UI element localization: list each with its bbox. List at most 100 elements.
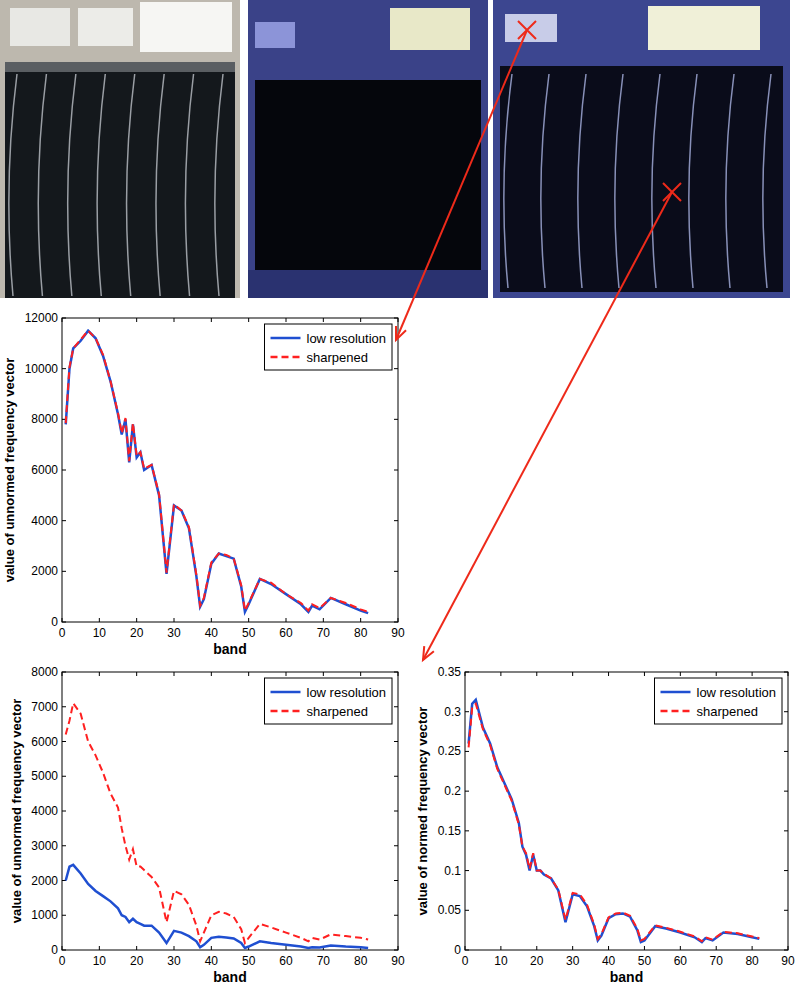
- y-tick: [62, 368, 66, 369]
- legend: low resolutionsharpened: [655, 678, 783, 724]
- y-tick-label: 1000: [31, 908, 58, 922]
- x-axis-title: band: [213, 969, 246, 985]
- y-tick: [394, 776, 398, 777]
- y-tick: [465, 751, 469, 752]
- x-tick: [398, 672, 399, 676]
- photo-low-resolution: [248, 0, 488, 298]
- y-tick: [394, 811, 398, 812]
- x-tick: [99, 318, 100, 322]
- y-tick-label: 8000: [31, 412, 58, 426]
- x-tick: [99, 672, 100, 676]
- x-tick: [500, 946, 501, 950]
- y-tick: [465, 870, 469, 871]
- y-tick: [62, 811, 66, 812]
- y-tick: [394, 368, 398, 369]
- x-tick: [136, 946, 137, 950]
- x-tick-label: 60: [279, 626, 293, 640]
- series-line: [66, 331, 368, 613]
- x-tick-label: 20: [130, 954, 144, 968]
- plot-frame: [62, 672, 398, 950]
- arrow-head: [423, 646, 434, 660]
- x-tick-label: 20: [130, 626, 144, 640]
- x-tick-label: 80: [745, 954, 759, 968]
- roof-rib: [97, 74, 105, 296]
- y-tick: [62, 520, 66, 521]
- y-axis-title: value of unnormed frequency vector: [2, 358, 17, 583]
- legend-swatch: [271, 356, 301, 359]
- photo-sharpened: [493, 0, 790, 298]
- y-tick: [465, 672, 469, 673]
- x-tick-label: 30: [167, 626, 181, 640]
- x-tick-label: 90: [391, 954, 405, 968]
- y-tick: [784, 910, 788, 911]
- y-tick: [784, 711, 788, 712]
- x-tick-label: 90: [391, 626, 405, 640]
- y-tick-label: 8000: [31, 665, 58, 679]
- legend-label: sharpened: [307, 704, 368, 719]
- arrow: [423, 192, 672, 660]
- x-tick: [286, 618, 287, 622]
- legend-box: [265, 324, 393, 370]
- x-tick: [398, 946, 399, 950]
- plot-frame: [62, 318, 398, 622]
- y-tick: [784, 950, 788, 951]
- y-tick-label: 0.25: [438, 744, 462, 758]
- y-tick: [62, 470, 66, 471]
- y-tick-label: 0.3: [444, 705, 461, 719]
- x-tick: [752, 946, 753, 950]
- photo-ribs: [9, 74, 223, 296]
- x-tick-label: 20: [530, 954, 544, 968]
- y-tick-label: 0.1: [444, 864, 461, 878]
- y-tick: [62, 845, 66, 846]
- y-tick: [784, 870, 788, 871]
- x-tick: [788, 672, 789, 676]
- x-tick: [248, 318, 249, 322]
- legend-swatch: [271, 710, 301, 713]
- legend-swatch: [661, 691, 691, 694]
- x-axis-title: band: [213, 641, 246, 657]
- y-tick: [62, 915, 66, 916]
- roof-rib: [185, 74, 193, 296]
- x-tick: [572, 946, 573, 950]
- x-tick: [680, 946, 681, 950]
- x-tick-label: 70: [710, 954, 724, 968]
- photo-building: [78, 8, 133, 46]
- y-tick: [394, 318, 398, 319]
- y-tick: [394, 622, 398, 623]
- y-tick: [394, 419, 398, 420]
- x-tick: [211, 946, 212, 950]
- chart: 0102030405060708090020004000600080001000…: [2, 311, 405, 657]
- x-tick-label: 90: [781, 954, 795, 968]
- y-tick-label: 0: [51, 615, 58, 629]
- roof-rib: [127, 74, 135, 296]
- photo-roof: [500, 66, 783, 292]
- legend: low resolutionsharpened: [265, 678, 393, 724]
- y-tick: [784, 751, 788, 752]
- x-tick-label: 0: [59, 954, 66, 968]
- x-tick: [62, 672, 63, 676]
- photo-roof: [255, 80, 481, 270]
- x-tick: [360, 618, 361, 622]
- y-tick: [465, 791, 469, 792]
- x-tick-label: 40: [205, 954, 219, 968]
- x-tick: [174, 946, 175, 950]
- x-tick-label: 50: [242, 626, 256, 640]
- x-tick-label: 50: [638, 954, 652, 968]
- photo-ground: [0, 0, 240, 298]
- x-tick-label: 50: [242, 954, 256, 968]
- legend-label: low resolution: [697, 685, 777, 700]
- x-tick: [716, 946, 717, 950]
- x-tick: [286, 946, 287, 950]
- x-tick-label: 10: [494, 954, 508, 968]
- y-tick: [62, 672, 66, 673]
- y-tick-label: 4000: [31, 804, 58, 818]
- y-tick: [784, 791, 788, 792]
- x-tick-label: 80: [354, 954, 368, 968]
- x-tick: [136, 618, 137, 622]
- roof-rib: [652, 74, 660, 288]
- x-tick-label: 30: [167, 954, 181, 968]
- legend: low resolutionsharpened: [265, 324, 393, 370]
- x-tick-label: 40: [205, 626, 219, 640]
- y-tick: [62, 318, 66, 319]
- plot-frame: [465, 672, 788, 950]
